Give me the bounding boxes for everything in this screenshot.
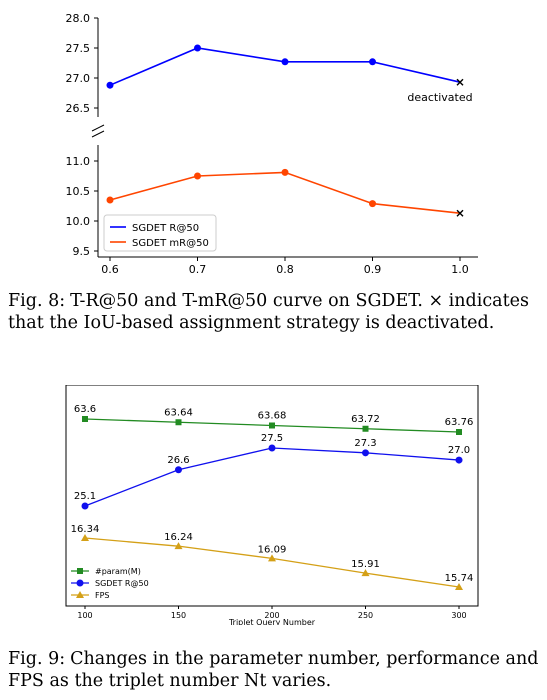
series-line	[109, 47, 461, 86]
legend-box	[103, 214, 217, 252]
data-point	[456, 78, 464, 86]
upper-y-tick-label: 27.5	[66, 42, 91, 55]
data-point	[194, 172, 201, 180]
figure-9-caption: Fig. 9: Changes in the parameter number, …	[8, 648, 540, 692]
data-point	[81, 502, 89, 510]
data-point	[81, 534, 89, 541]
legend-label: SGDET R@50	[95, 579, 149, 588]
data-point	[456, 429, 462, 435]
data-label: 15.74	[445, 573, 474, 584]
legend-marker	[76, 591, 84, 598]
legend-marker	[77, 568, 83, 574]
upper-y-tick-label: 27.0	[66, 72, 91, 85]
legend-label: FPS	[95, 591, 110, 600]
data-point	[369, 58, 376, 66]
lower-y-tick-label: 11.0	[66, 155, 91, 168]
data-point	[361, 569, 370, 577]
upper-y-tick-label: 26.5	[66, 102, 91, 115]
data-point	[362, 425, 369, 432]
data-point	[281, 58, 289, 66]
figure-9: 63.6 63.64 63.68 63.72 63.76 25.1 26.6 27.5 27.3…	[0, 384, 547, 627]
data-point	[175, 419, 182, 426]
legend-marker	[76, 579, 84, 587]
figure-8-caption: Fig. 8: T-R@50 and T-mR@50 curve on SGDET…	[8, 290, 540, 334]
data-label: 26.6	[167, 455, 189, 466]
data-label: 16.09	[258, 544, 287, 555]
figure-9-caption-label: Fig. 9:	[8, 649, 66, 669]
x-tick-label: 0.8	[276, 263, 294, 276]
upper-y-tick-label: 28.0	[66, 12, 91, 25]
data-point	[174, 542, 183, 550]
deactivated-annotation: deactivated	[407, 91, 472, 104]
data-label: 27.5	[261, 433, 283, 444]
series-line	[84, 447, 460, 507]
legend-label: SGDET mR@50	[132, 238, 209, 249]
x-tick-label: 200	[264, 611, 279, 620]
data-point	[456, 209, 464, 217]
figure-9-caption-text: Changes in the parameter number, perform…	[8, 649, 539, 691]
figure-8-chart: 28.0 27.5 27.0 26.5 11.0 10.5 10.0 9.5 0.6 0.7 0.8…	[66, 12, 478, 276]
data-label: 63.72	[351, 414, 380, 425]
data-label: 16.24	[164, 532, 193, 543]
data-label: 63.76	[445, 417, 474, 428]
data-point	[269, 422, 275, 429]
data-point	[455, 456, 463, 464]
data-label: 25.1	[74, 491, 96, 502]
x-axis-label: Triplet Query Number	[228, 618, 316, 625]
legend-label: #param(M)	[95, 567, 141, 576]
lower-y-tick-label: 9.5	[73, 245, 91, 258]
axis-break-mark	[91, 130, 105, 138]
data-label: 15.91	[351, 559, 380, 570]
data-label: 16.34	[71, 524, 100, 535]
x-tick-label: 250	[358, 611, 373, 620]
data-label: 27.0	[448, 445, 470, 456]
data-point	[369, 200, 376, 208]
series-line	[109, 171, 461, 214]
lower-y-tick-label: 10.0	[66, 215, 91, 228]
data-point	[362, 449, 369, 457]
data-point	[106, 196, 114, 204]
data-point	[268, 444, 276, 452]
x-tick-label: 1.0	[451, 263, 469, 276]
data-point	[106, 81, 114, 89]
data-label: 63.68	[258, 411, 287, 422]
x-tick-label: 0.6	[101, 263, 119, 276]
figure-8-caption-label: Fig. 8:	[8, 291, 66, 311]
x-tick-label: 0.7	[189, 263, 207, 276]
data-point	[455, 583, 463, 590]
legend-label: SGDET R@50	[132, 223, 199, 234]
axis-break-mark	[91, 124, 105, 132]
x-tick-label: 150	[171, 611, 186, 620]
figure-9-chart: 63.6 63.64 63.68 63.72 63.76 25.1 26.6 27.5 27.3…	[65, 384, 479, 627]
data-point	[194, 44, 201, 52]
figure-8-caption-text: T-R@50 and T-mR@50 curve on SGDET. × ind…	[8, 291, 529, 333]
x-tick-label: 100	[77, 611, 92, 620]
data-point	[175, 466, 182, 474]
data-label: 63.64	[164, 407, 193, 418]
x-tick-label: 0.9	[364, 263, 382, 276]
data-label: 63.6	[74, 404, 96, 415]
figure-8: 28.0 27.5 27.0 26.5 11.0 10.5 10.0 9.5 0.6 0.7 0.8…	[0, 0, 547, 280]
data-point	[268, 554, 276, 562]
lower-y-tick-label: 10.5	[66, 185, 91, 198]
data-label: 27.3	[354, 438, 376, 449]
x-tick-label: 300	[451, 611, 466, 620]
data-point	[281, 168, 289, 176]
data-point	[82, 416, 88, 422]
